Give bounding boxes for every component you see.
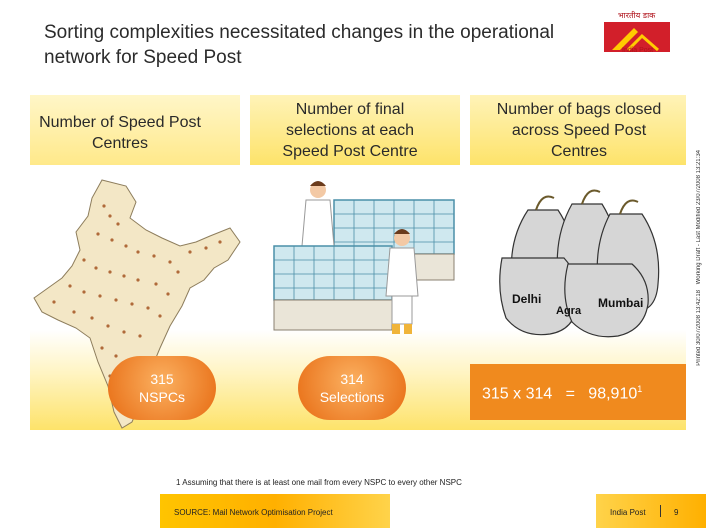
- column-3-heading: Number of bags closed across Speed Post …: [496, 101, 662, 160]
- logo-caption: India Post: [622, 47, 654, 54]
- column-2-header-band: [250, 95, 460, 165]
- bag-label-mumbai: Mumbai: [598, 296, 644, 310]
- footer-org: India Post: [610, 508, 646, 517]
- mail-bags-icon: [499, 189, 660, 338]
- footer-separator: [660, 505, 661, 517]
- column-1-heading: Number of Speed Post Centres: [39, 114, 201, 152]
- bag-label-delhi: Delhi: [512, 292, 542, 306]
- page-title: Sorting complexities necessitated change…: [44, 22, 555, 68]
- column-2-heading: Number of final selections at each Speed…: [282, 101, 418, 160]
- sorting-workers-icon: [273, 181, 455, 334]
- nspc-count-text: 315 NSPCs: [139, 371, 185, 405]
- printed-note: Printed 30/07/2008 13:42:18: [696, 290, 702, 366]
- source-band: [160, 494, 390, 528]
- footer-right-band: [596, 494, 706, 528]
- bags-formula-text: 315 x 314 = 98,910: [482, 385, 638, 403]
- bag-label-agra: Agra: [556, 305, 582, 317]
- bags-formula-footnote-ref: 1: [637, 384, 643, 394]
- column-1-header-band: [30, 95, 240, 165]
- column-3-header-band: [470, 95, 686, 165]
- source-text: SOURCE: Mail Network Optimisation Projec…: [174, 508, 333, 517]
- selections-count-badge: 314 Selections: [298, 356, 406, 420]
- nspc-count-badge: 315 NSPCs: [108, 356, 216, 420]
- selections-count-text: 314 Selections: [319, 371, 385, 405]
- formula-band: [470, 364, 686, 420]
- working-draft-note: Working Draft - Last Modified 23/07/2008…: [696, 150, 702, 285]
- svg-text:भारतीय डाक: भारतीय डाक: [618, 10, 656, 20]
- india-post-logo-icon: भारतीय डाक: [604, 10, 670, 52]
- page-number: 9: [674, 508, 679, 517]
- footnote: 1 Assuming that there is at least one ma…: [176, 478, 462, 487]
- bags-formula: 315 x 314 = 98,9101: [482, 384, 642, 403]
